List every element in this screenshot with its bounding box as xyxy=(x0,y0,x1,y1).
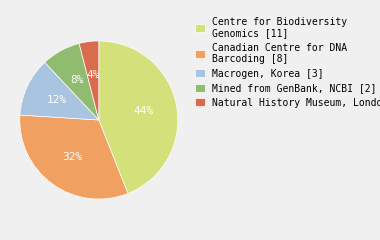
Text: 32%: 32% xyxy=(62,152,82,162)
Wedge shape xyxy=(99,41,178,193)
Text: 4%: 4% xyxy=(86,70,100,79)
Text: 44%: 44% xyxy=(134,106,154,116)
Text: 8%: 8% xyxy=(70,75,84,85)
Wedge shape xyxy=(20,62,99,120)
Legend: Centre for Biodiversity
Genomics [11], Canadian Centre for DNA
Barcoding [8], Ma: Centre for Biodiversity Genomics [11], C… xyxy=(195,17,380,108)
Text: 12%: 12% xyxy=(47,96,67,106)
Wedge shape xyxy=(79,41,99,120)
Wedge shape xyxy=(45,43,99,120)
Wedge shape xyxy=(20,115,128,199)
